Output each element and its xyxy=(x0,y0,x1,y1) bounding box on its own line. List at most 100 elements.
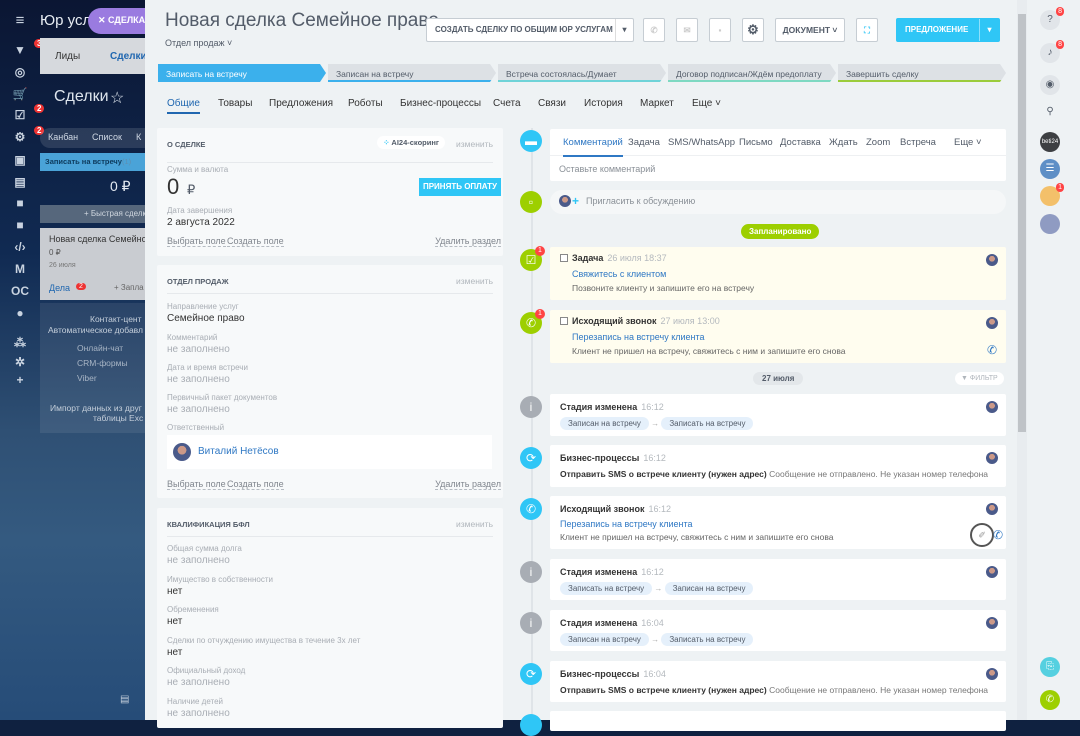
select-field-link[interactable]: Выбрать поле xyxy=(167,236,226,247)
create-field-link[interactable]: Создать поле xyxy=(227,479,284,490)
star-icon[interactable]: ☆ xyxy=(110,90,125,107)
tab-more[interactable]: Еще ˅ xyxy=(692,98,721,109)
field-value[interactable]: нет xyxy=(167,616,183,627)
editor-tab-email[interactable]: Письмо xyxy=(739,137,773,148)
filter-button[interactable]: ▼ ФИЛЬТР xyxy=(955,372,1004,385)
funnel-icon[interactable]: ▼3 xyxy=(10,39,45,59)
print-icon[interactable]: ▤ xyxy=(120,694,130,705)
scan-icon[interactable]: ⛶ xyxy=(856,18,878,42)
field-value[interactable]: Семейное право xyxy=(167,313,245,324)
create-deal-button[interactable]: СОЗДАТЬ СДЕЛКУ ПО ОБЩИМ ЮР УСЛУГАМ ▾ xyxy=(426,18,634,42)
field-value[interactable]: нет xyxy=(167,586,183,597)
user-avatar-2[interactable] xyxy=(1040,214,1060,234)
editor-tab-delivery[interactable]: Доставка xyxy=(780,137,821,148)
comment-input[interactable]: Оставьте комментарий xyxy=(559,164,656,174)
view-list[interactable]: Список xyxy=(92,132,122,142)
field-value[interactable]: нет xyxy=(167,647,183,658)
delete-section-link[interactable]: Удалить раздел xyxy=(435,479,501,490)
gear-icon[interactable]: ⚙ xyxy=(742,18,764,42)
tab-links[interactable]: Связи xyxy=(538,98,567,109)
app-oc[interactable]: ОС xyxy=(11,284,29,298)
exit-icon[interactable]: ⎘ xyxy=(1040,657,1060,677)
item-link[interactable]: Перезапись на встречу клиента xyxy=(572,332,705,342)
kanban-card-title[interactable]: Новая сделка Семейное xyxy=(49,234,145,244)
invite-discussion[interactable]: + Пригласить к обсуждению xyxy=(550,190,1006,214)
box-icon[interactable]: ■ xyxy=(16,196,24,210)
tab-deals[interactable]: Сделки xyxy=(110,51,145,62)
email-icon[interactable]: ✉ xyxy=(676,18,698,42)
crm-forms-item[interactable]: CRM-формы xyxy=(77,358,128,368)
tab-bp[interactable]: Бизнес-процессы xyxy=(400,98,482,109)
structure-icon[interactable]: ⁂ xyxy=(14,336,26,350)
menu-icon[interactable]: ≡ xyxy=(15,12,25,29)
search-icon[interactable]: ⚲ xyxy=(1046,106,1054,117)
create-field-link[interactable]: Создать поле xyxy=(227,236,284,247)
bell-icon[interactable]: ♪ 8 xyxy=(1040,40,1064,63)
activities-link[interactable]: Дела xyxy=(49,283,71,293)
proposal-button[interactable]: ПРЕДЛОЖЕНИЕ ▾ xyxy=(896,18,1000,42)
tab-general[interactable]: Общие xyxy=(167,98,200,114)
task-checkbox[interactable] xyxy=(560,254,568,262)
dropdown-arrow-icon[interactable]: ▾ xyxy=(615,19,633,41)
editor-tab-sms[interactable]: SMS/WhatsApp xyxy=(668,137,736,148)
editor-tab-comment[interactable]: Комментарий xyxy=(563,137,623,157)
call-icon[interactable]: ✆ xyxy=(986,343,997,357)
edit-link[interactable]: изменить xyxy=(456,276,493,286)
tab-proposals[interactable]: Предложения xyxy=(269,98,334,109)
tab-history[interactable]: История xyxy=(584,98,623,109)
stage-2[interactable]: Встреча состоялась/Думает xyxy=(498,64,666,82)
field-value[interactable]: не заполнено xyxy=(167,404,230,415)
contact-icon[interactable]: ▣ xyxy=(14,153,26,167)
user-avatar[interactable]: 1 xyxy=(1040,183,1064,206)
box2-icon[interactable]: ■ xyxy=(16,218,24,232)
scoring-button[interactable]: ⁘ AI24-скоринг xyxy=(377,136,445,149)
stage-0[interactable]: Записать на встречу xyxy=(158,64,326,82)
chat-icon[interactable]: ▪ xyxy=(709,18,731,42)
tab-invoices[interactable]: Счета xyxy=(493,98,521,109)
edit-link[interactable]: изменить xyxy=(456,139,493,149)
online-chat-item[interactable]: Онлайн-чат xyxy=(77,343,124,353)
bitrix-avatar[interactable]: beti24 xyxy=(1040,132,1060,152)
task-checkbox[interactable] xyxy=(560,317,568,325)
pin-icon[interactable]: ✐ xyxy=(970,523,994,547)
tab-leads[interactable]: Лиды xyxy=(55,51,81,62)
editor-tab-more[interactable]: Еще ˅ xyxy=(954,137,982,148)
stage-3[interactable]: Договор подписан/Ждём предоплату xyxy=(668,64,836,82)
field-value[interactable]: не заполнено xyxy=(167,344,230,355)
viber-item[interactable]: Viber xyxy=(77,373,97,383)
scrollbar[interactable] xyxy=(1017,0,1027,720)
chevron-down-icon[interactable]: ● xyxy=(16,306,24,320)
close-date[interactable]: 2 августа 2022 xyxy=(167,217,235,228)
field-value[interactable]: не заполнено xyxy=(167,374,230,385)
stage-1[interactable]: Записан на встречу xyxy=(328,64,496,82)
group-chat-icon[interactable]: ☰ xyxy=(1040,159,1060,179)
editor-tab-zoom[interactable]: Zoom xyxy=(866,137,891,148)
help-icon[interactable]: ? 8 xyxy=(1040,7,1064,30)
plan-link[interactable]: + Запла xyxy=(114,283,144,292)
editor-tab-wait[interactable]: Ждать xyxy=(829,137,858,148)
delete-section-link[interactable]: Удалить раздел xyxy=(435,236,501,247)
plus-icon[interactable]: + xyxy=(16,373,24,387)
select-field-link[interactable]: Выбрать поле xyxy=(167,479,226,490)
quick-deal-button[interactable]: + Быстрая сделка xyxy=(84,209,145,218)
field-value[interactable]: не заполнено xyxy=(167,708,230,719)
gear-icon[interactable]: ✲ xyxy=(14,355,26,369)
tasks-icon[interactable]: ☑ 2 xyxy=(10,104,45,124)
tab-robots[interactable]: Роботы xyxy=(348,98,383,109)
stage-4[interactable]: Завершить сделку xyxy=(838,64,1006,82)
view-kanban[interactable]: Канбан xyxy=(48,132,79,142)
app-m[interactable]: M xyxy=(15,262,25,276)
tab-products[interactable]: Товары xyxy=(218,98,253,109)
item-link[interactable]: Свяжитесь с клиентом xyxy=(572,269,667,279)
call-icon[interactable]: ✆ xyxy=(992,528,1003,542)
tab-market[interactable]: Маркет xyxy=(640,98,674,109)
close-slider-tab[interactable]: ✕ СДЕЛКА xyxy=(88,8,150,34)
cart-icon[interactable]: 🛒 xyxy=(12,87,28,101)
phone-call-icon[interactable]: ✆ xyxy=(1040,690,1060,710)
item-link[interactable]: Перезапись на встречу клиента xyxy=(560,519,693,529)
robot-icon[interactable]: ▤ xyxy=(14,175,26,189)
group-icon[interactable]: ⚙ 2 xyxy=(10,126,45,146)
code-icon[interactable]: ‹/› xyxy=(14,240,26,254)
dropdown-arrow-icon[interactable]: ▾ xyxy=(979,19,999,41)
messenger-icon[interactable]: ◉ xyxy=(1040,75,1060,95)
